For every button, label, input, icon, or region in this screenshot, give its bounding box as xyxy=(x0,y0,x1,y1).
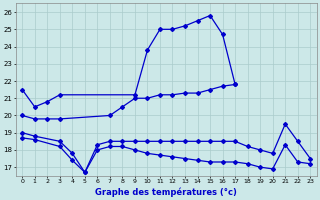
X-axis label: Graphe des températures (°c): Graphe des températures (°c) xyxy=(95,187,237,197)
